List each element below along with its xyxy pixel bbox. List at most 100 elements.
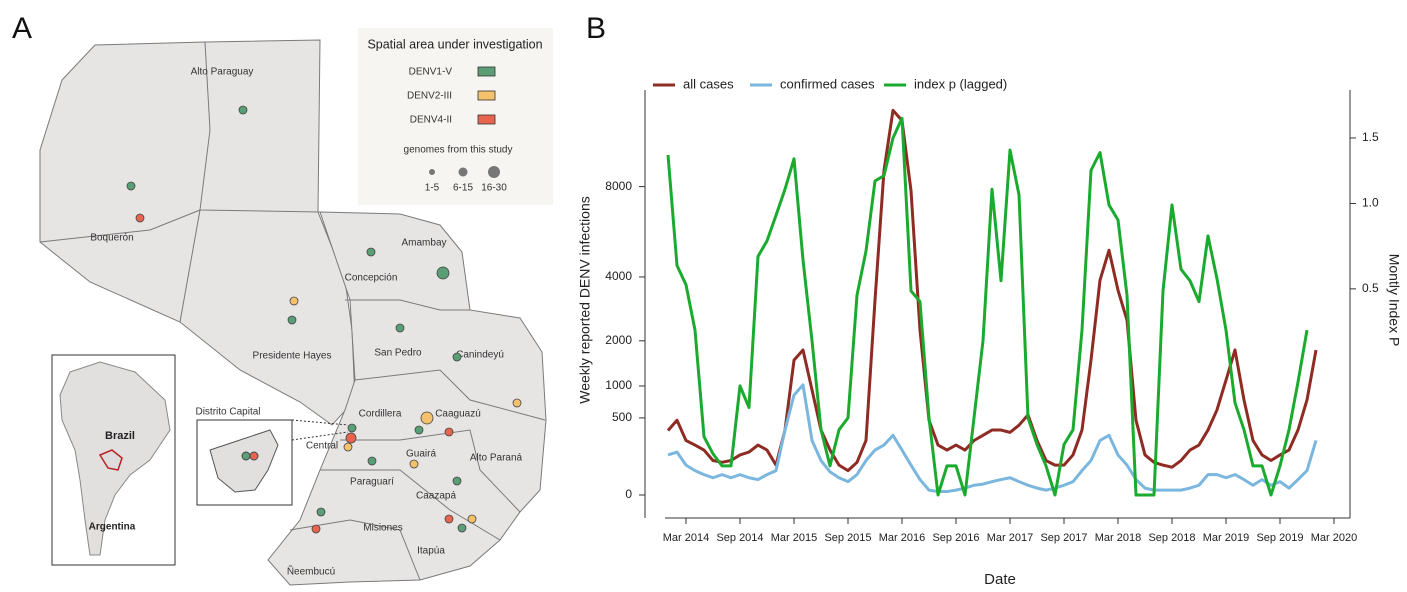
size-label: 1-5 [425,183,440,194]
series-line [667,383,1318,494]
y2-axis-label: Montly Index P [1386,254,1402,347]
dot [345,432,357,444]
border [199,41,321,213]
dot [444,514,454,524]
dot [414,425,424,435]
border [39,209,201,243]
leader [291,419,349,426]
legend-swatch [477,66,496,77]
dot [512,398,522,408]
x-tick-label: Sep 2019 [1256,532,1303,544]
x-tick-label: Sep 2017 [1040,532,1087,544]
y2-tick-label: 0.5 [1362,281,1379,295]
x-tick-label: Sep 2014 [716,532,763,544]
region-label: Misiones [363,523,402,534]
dot [420,411,434,425]
x-axis-label: Date [984,571,1016,588]
y2-tick-label: 1.5 [1362,130,1379,144]
region-label: Caazapá [416,491,456,502]
leader [291,431,349,441]
y-tick-label: 4000 [605,269,632,283]
dot [395,323,405,333]
inset-label: Distrito Capital [195,407,260,418]
dot [241,451,251,461]
dot [436,266,450,280]
legend-swatch [477,114,496,125]
map [39,39,547,586]
x-tick-label: Mar 2016 [879,532,925,544]
inset-label: Argentina [89,522,136,533]
x-tick-label: Sep 2015 [824,532,871,544]
region-labels: Alto Paraguay Boquerón Presidente Hayes … [90,67,522,578]
dot [316,507,326,517]
dot [409,459,419,469]
x-tick-label: Mar 2015 [771,532,817,544]
border [340,429,521,513]
region-label: Cordillera [359,409,402,420]
region-label: Boquerón [90,233,133,244]
region-label: Alto Paraná [470,453,523,464]
x-tick-label: Sep 2016 [932,532,979,544]
region-label: Canindeyú [456,350,504,361]
y-tick-label: 0 [625,487,632,501]
border [179,209,201,323]
dot [249,451,259,461]
dot [444,427,454,437]
region-label: Central [306,441,338,452]
inset-label: Brazil [105,430,135,442]
dot [287,315,297,325]
size-dot [458,167,468,177]
legend-label: index p (lagged) [914,76,1007,91]
legend-label: all cases [683,76,734,91]
panel-label: A [12,12,32,45]
dot [366,247,376,257]
inset-south-america: Brazil Argentina [51,354,176,566]
region-label: Presidente Hayes [253,351,332,362]
legend-title: Spatial area under investigation [367,37,542,51]
y-axis-label: Weekly reported DENV infections [577,196,593,404]
series-line [666,116,1309,497]
legend-item: DENV2-III [407,91,452,102]
genome-dots [126,105,522,534]
y-tick-label: 500 [612,410,632,424]
border [289,519,421,581]
legend-box: Spatial area under investigation DENV1-V… [358,28,553,205]
dot [126,181,136,191]
x-tick-label: Sep 2018 [1148,532,1195,544]
dot [311,524,321,534]
region-label: Paraguarí [350,477,394,488]
size-dot [488,166,500,178]
legend-swatch [477,90,496,101]
size-title: genomes from this study [404,145,513,156]
y-tick-label: 2000 [605,333,632,347]
dot [467,514,477,524]
size-dot [429,169,435,175]
dot [238,105,248,115]
dot [452,352,462,362]
border [345,299,470,311]
dot [343,442,353,452]
inset-capital: Distrito Capital [195,407,349,506]
size-label: 16-30 [481,183,507,194]
border [320,469,501,541]
dot [367,456,377,466]
region-label: Caaguazú [435,409,481,420]
paraguay-outline [98,449,123,471]
y-tick-label: 1000 [605,378,632,392]
region-label: Alto Paraguay [191,67,254,78]
legend-item: DENV4-II [410,115,452,126]
region-label: Amambay [401,238,446,249]
dot [347,423,357,433]
x-tick-label: Mar 2017 [987,532,1033,544]
legend-item: DENV1-V [409,67,453,78]
dot [452,476,462,486]
region-label: Ñeembucú [287,565,335,578]
dot [135,213,145,223]
dot [289,296,299,306]
dot [457,523,467,533]
region-label: Concepción [345,273,398,284]
x-tick-label: Mar 2018 [1095,532,1141,544]
region-label: San Pedro [374,348,422,359]
legend-bg [358,28,553,205]
